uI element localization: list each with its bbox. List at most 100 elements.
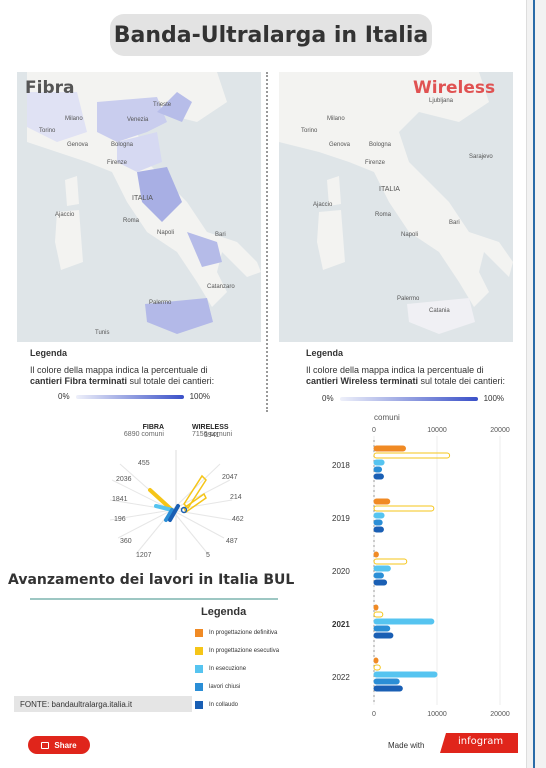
city-label: Tunis — [95, 330, 110, 336]
radial-chart-svg — [109, 450, 233, 560]
bar — [373, 685, 403, 692]
wireless-map-label: Wireless — [413, 78, 496, 98]
bar — [373, 445, 406, 452]
bar — [373, 473, 384, 480]
city-label: Bologna — [111, 142, 134, 148]
category-label: 2021 — [332, 620, 350, 629]
fibra-legend-title: Legenda — [30, 348, 68, 358]
category-label: 2019 — [332, 514, 350, 523]
bar — [373, 618, 435, 625]
x-tick-label: 20000 — [490, 427, 510, 434]
x-tick-label: 10000 — [427, 711, 447, 718]
city-label: Bologna — [369, 142, 392, 148]
bar — [373, 604, 379, 611]
legend-text-bold: cantieri Wireless terminati — [306, 376, 418, 386]
wireless-map[interactable]: Wireless Milano Torino Genova Bologna Fi… — [279, 72, 513, 342]
legend-text-post: sul totale dei cantieri: — [129, 376, 215, 386]
city-label: Firenze — [365, 160, 386, 166]
bar — [373, 632, 394, 639]
radial-value: 1207 — [136, 552, 152, 559]
legend-item[interactable]: In progettazione definitiva — [195, 624, 279, 642]
wireless-legend-title: Legenda — [306, 348, 344, 358]
city-label: ITALIA — [379, 186, 400, 193]
city-label: Sarajevo — [469, 154, 493, 160]
radial-wireless-sub: 7156 comuni — [192, 431, 233, 438]
bar — [373, 579, 388, 586]
radial-value: 196 — [114, 516, 126, 523]
infogram-brand-text: infogram — [458, 736, 504, 747]
city-label: Genova — [67, 142, 89, 148]
bar — [373, 611, 384, 618]
radial-wireless-header: WIRELESS 7156 comuni — [192, 424, 262, 438]
gradient-bar — [339, 396, 478, 401]
city-label: Torino — [301, 128, 318, 134]
right-scrollbar[interactable] — [526, 0, 546, 768]
radial-value: 455 — [138, 460, 150, 467]
radial-value: 462 — [232, 516, 244, 523]
city-label: Ajaccio — [313, 202, 333, 208]
bar — [373, 526, 384, 533]
legend-swatch — [195, 683, 203, 691]
axis-label: comuni — [374, 413, 400, 422]
bar-chart[interactable]: comuni 0 0 10000 10000 20000 20000 2018 2019 2020… — [330, 410, 515, 722]
city-label: Catanzaro — [207, 284, 235, 290]
bar — [373, 657, 379, 664]
wireless-legend-text: Il colore della mappa indica la percentu… — [306, 365, 512, 387]
radial-wireless-label: WIRELESS — [192, 424, 229, 431]
city-label: Milano — [327, 116, 345, 122]
infogram-logo[interactable]: infogram — [440, 733, 518, 753]
x-tick-label: 20000 — [490, 711, 510, 718]
legend-swatch — [195, 647, 203, 655]
radial-value: 360 — [120, 538, 132, 545]
bar — [373, 565, 391, 572]
radial-chart[interactable]: FIBRA 6890 comuni WIRELESS 7156 comuni — [80, 420, 260, 560]
legend-item-label: lavori chiusi — [209, 684, 241, 690]
source-note: FONTE: bandaultralarga.italia.it — [14, 696, 192, 712]
map-divider — [266, 72, 268, 412]
legend-swatch — [195, 665, 203, 673]
legend-item[interactable]: In progettazione esecutiva — [195, 642, 279, 660]
legend-swatch — [195, 629, 203, 637]
legend-text-pre: Il colore della mappa indica la percentu… — [306, 365, 484, 375]
bar — [373, 505, 435, 512]
radial-fibra-label: FIBRA — [142, 424, 164, 431]
radial-value: 1841 — [112, 496, 128, 503]
share-icon — [41, 741, 50, 749]
bar — [373, 671, 438, 678]
infogram-logo-shape — [440, 733, 518, 753]
legend-swatch — [195, 701, 203, 709]
category-label: 2018 — [332, 461, 350, 470]
legend-item[interactable]: lavori chiusi — [195, 678, 279, 696]
legend-item[interactable]: In collaudo — [195, 696, 279, 714]
city-label: Ljubljana — [429, 98, 454, 104]
gradient-bar — [75, 394, 184, 399]
x-tick-label: 0 — [372, 711, 376, 718]
city-label: Venezia — [127, 117, 149, 123]
legend-item-label: In progettazione definitiva — [209, 630, 278, 636]
wireless-legend: Legenda Il colore della mappa indica la … — [306, 348, 512, 387]
legend-item-label: In collaudo — [209, 702, 239, 708]
city-label: Catania — [429, 308, 450, 314]
city-label: Bari — [449, 220, 460, 226]
city-label: Roma — [375, 212, 392, 218]
fibra-map[interactable]: Fibra Milano Torino Genova Bologna Firen… — [17, 72, 261, 342]
city-label: Napoli — [401, 232, 419, 238]
city-label: Trieste — [153, 102, 172, 108]
radial-value: 487 — [226, 538, 238, 545]
city-label: Palermo — [397, 296, 420, 302]
fibra-map-label: Fibra — [25, 78, 75, 98]
legend-item[interactable]: In esecuzione — [195, 660, 279, 678]
wireless-gradient-scale: 0% 100% — [322, 394, 504, 403]
city-label: Milano — [65, 116, 83, 122]
fibra-legend-text: Il colore della mappa indica la percentu… — [30, 365, 230, 387]
city-label: Torino — [39, 128, 56, 134]
made-with-label: Made with — [388, 741, 425, 750]
bar — [373, 551, 379, 558]
share-button[interactable]: Share — [28, 736, 90, 754]
x-tick-label: 0 — [372, 427, 376, 434]
legend-text-post: sul totale dei cantieri: — [420, 376, 506, 386]
section-title: Avanzamento dei lavori in Italia BUL — [8, 572, 295, 588]
fibra-gradient-scale: 0% 100% — [58, 392, 210, 401]
radial-value: 2047 — [222, 474, 238, 481]
